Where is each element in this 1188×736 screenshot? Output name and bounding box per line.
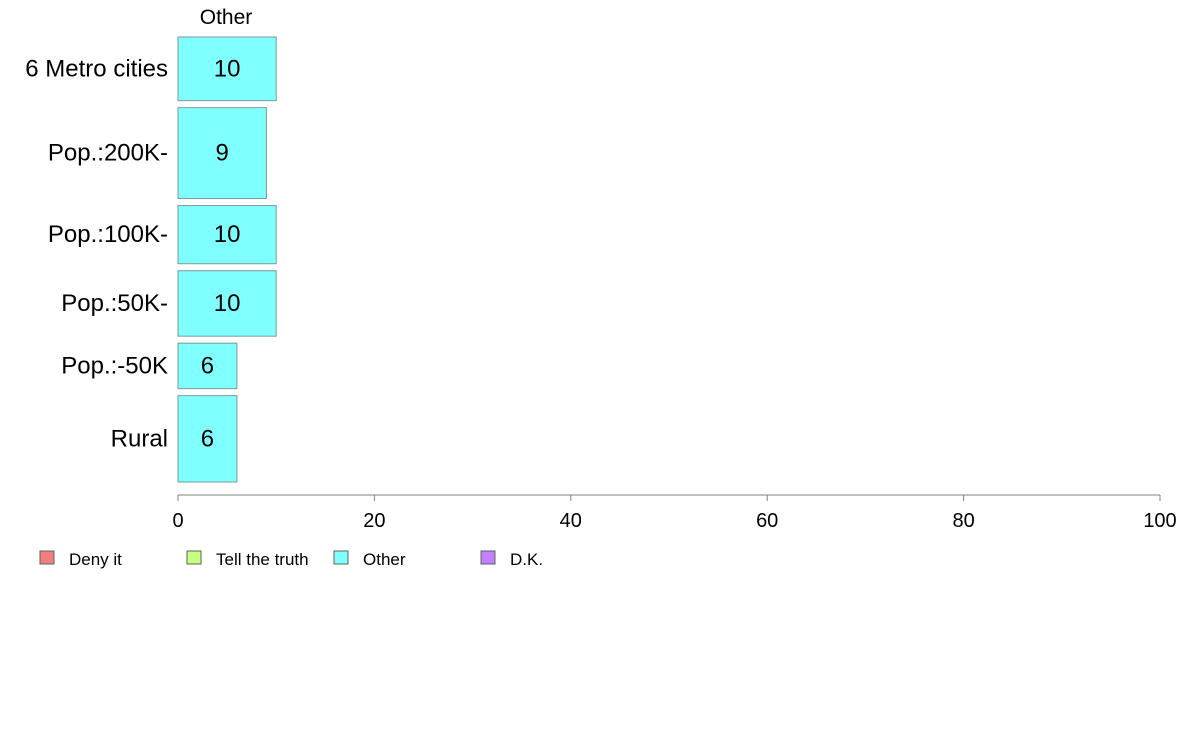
bar [177, 270, 277, 337]
x-tick-label: 60 [756, 510, 778, 532]
legend-swatch [39, 550, 55, 565]
legend-swatch [186, 550, 202, 565]
legend-swatch [480, 550, 496, 565]
x-tick-label: 80 [952, 510, 974, 532]
x-tick-label: 0 [172, 510, 183, 532]
panel-label: Other [200, 6, 253, 29]
x-tick-label: 20 [363, 510, 385, 532]
legend: Deny it Tell the truth Other D.K. [39, 550, 543, 569]
category-label: Pop.:50K- [61, 290, 168, 317]
bar-value-label: 10 [214, 290, 241, 317]
x-tick-label: 100 [1143, 510, 1176, 532]
category-label: Rural [111, 425, 168, 452]
bar [177, 342, 238, 390]
bar-value-label: 6 [201, 425, 214, 452]
x-axis: 0 20 40 60 80 100 [172, 494, 1177, 532]
x-tick-label: 40 [560, 510, 582, 532]
legend-label: Other [363, 550, 406, 569]
category-label: 6 Metro cities [25, 55, 168, 82]
category-label: Pop.:200K- [48, 140, 168, 167]
bar [177, 107, 267, 200]
legend-label: Tell the truth [216, 550, 309, 569]
category-label: Pop.:-50K [61, 352, 168, 379]
legend-swatch [333, 550, 349, 565]
legend-label: Deny it [69, 550, 122, 569]
bar [177, 395, 238, 483]
legend-label: D.K. [510, 550, 543, 569]
bars-group: 10 9 10 10 6 6 [177, 36, 277, 483]
category-label: Pop.:100K- [48, 221, 168, 248]
bar-value-label: 10 [214, 55, 241, 82]
category-labels: 6 Metro cities Pop.:200K- Pop.:100K- Pop.:5… [25, 55, 168, 452]
bar-value-label: 6 [201, 352, 214, 379]
bar [177, 36, 277, 102]
bar-value-label: 9 [216, 140, 229, 167]
bar-value-label: 10 [214, 221, 241, 248]
bar [177, 205, 277, 265]
